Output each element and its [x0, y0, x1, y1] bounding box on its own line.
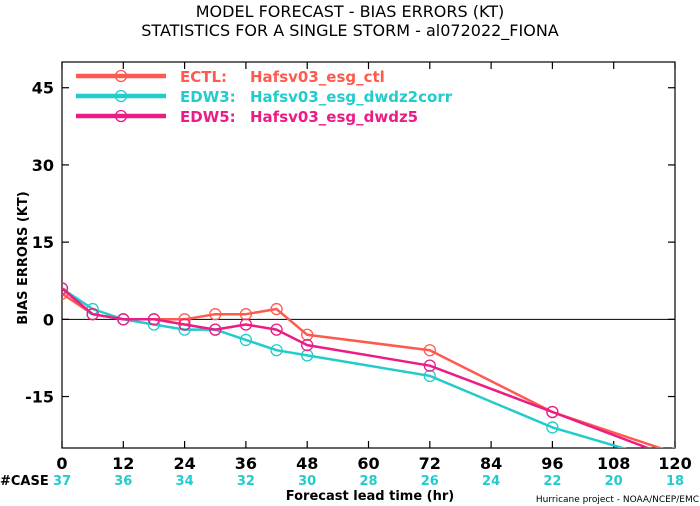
data-point-edw3	[270, 344, 283, 357]
series-ectl	[62, 287, 675, 448]
case-count-label: 37	[53, 474, 71, 489]
y-tick-label: 45	[32, 79, 54, 98]
y-axis-label: BIAS ERRORS (KT)	[16, 191, 31, 324]
data-point-edw3	[546, 421, 559, 434]
data-point-ectl	[209, 308, 222, 321]
legend-label-ectl: Hafsv03_esg_ctl	[250, 68, 385, 86]
data-point-edw3	[301, 349, 314, 362]
legend-marker-ectl	[114, 69, 128, 83]
y-tick-label: 0	[43, 310, 54, 329]
plot-area: -15 0 15 30 45 0 12 24 36 48 60 72 84 96 108 120 37 36 34 3…	[25, 61, 692, 489]
x-tick-label: 36	[235, 454, 257, 473]
y-tick-label: 15	[32, 233, 54, 252]
legend-marker-edw5	[114, 109, 128, 123]
data-point-ectl	[301, 328, 314, 341]
x-tick-label: 120	[658, 454, 691, 473]
data-point-edw3	[423, 369, 436, 383]
case-count-label: 26	[421, 474, 439, 489]
data-point-edw3	[239, 333, 253, 347]
data-point-edw5	[270, 323, 283, 336]
legend-marker-edw3	[114, 89, 128, 103]
legend-name-edw5: EDW5:	[180, 108, 236, 126]
data-point-edw5	[239, 318, 253, 331]
x-tick-label: 0	[56, 454, 67, 473]
case-count-label: 24	[482, 474, 500, 489]
x-axis-label: Forecast lead time (hr)	[286, 489, 454, 504]
legend-label-edw3: Hafsv03_esg_dwdz2corr	[250, 88, 453, 106]
footer-credit: Hurricane project - NOAA/NCEP/EMC	[536, 495, 699, 505]
chart-subtitle: STATISTICS FOR A SINGLE STORM - al072022…	[141, 21, 559, 41]
y-tick-label: 30	[32, 156, 54, 175]
chart-title: MODEL FORECAST - BIAS ERRORS (KT)	[196, 2, 505, 21]
data-point-edw5	[86, 308, 99, 321]
series-edw5	[62, 282, 652, 448]
x-tick-label: 12	[112, 454, 134, 473]
case-count-label: 36	[114, 474, 132, 489]
data-point-ectl	[239, 308, 253, 321]
data-point-edw5	[178, 318, 191, 331]
case-count-label: 20	[605, 474, 623, 489]
data-point-ectl	[270, 302, 283, 316]
legend-name-ectl: ECTL:	[180, 68, 227, 86]
data-point-edw5	[147, 313, 161, 326]
data-point-edw5	[546, 405, 559, 419]
case-count-label: 34	[176, 474, 194, 489]
x-tick-label: 84	[480, 454, 502, 473]
data-point-edw5	[423, 359, 436, 372]
case-count-label: 28	[359, 474, 377, 489]
case-count-label: 18	[666, 474, 684, 489]
x-tick-label: 108	[597, 454, 630, 473]
series-line-ectl	[62, 292, 664, 448]
data-point-edw5	[62, 282, 69, 295]
legend-name-edw3: EDW3:	[180, 88, 236, 106]
x-tick-label: 96	[541, 454, 563, 473]
case-count-label: 32	[237, 474, 255, 489]
legend-label-edw5: Hafsv03_esg_dwdz5	[250, 108, 418, 126]
data-point-edw5	[117, 313, 130, 326]
x-tick-label: 24	[173, 454, 195, 473]
x-tick-label: 48	[296, 454, 318, 473]
data-point-edw5	[209, 323, 222, 336]
x-tick-label: 72	[419, 454, 441, 473]
series-line-edw3	[62, 287, 627, 448]
case-count-label: 22	[543, 474, 561, 489]
x-tick-label: 60	[357, 454, 379, 473]
data-point-ectl	[423, 344, 436, 357]
data-point-edw5	[301, 338, 314, 352]
y-tick-label: -15	[25, 388, 54, 407]
case-row-label: #CASE	[0, 474, 49, 489]
case-count-label: 30	[298, 474, 316, 489]
